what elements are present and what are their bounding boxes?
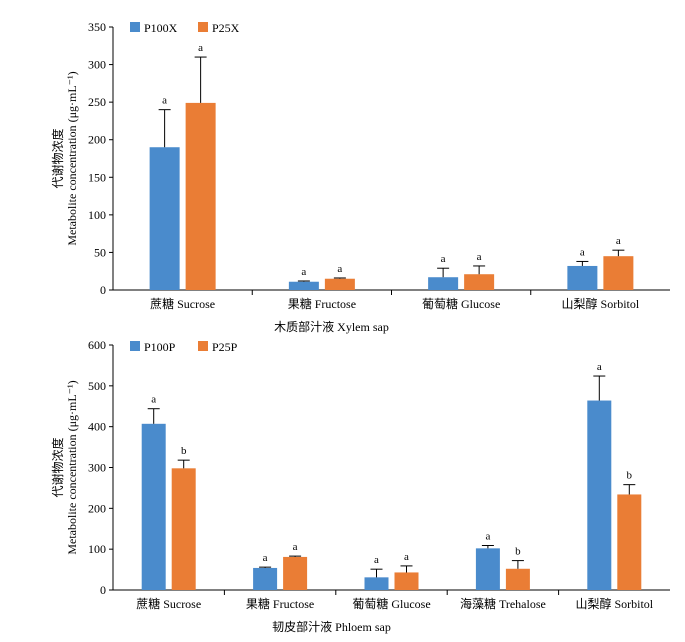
chart1-significance-label: a xyxy=(616,235,621,247)
chart2-significance-label: b xyxy=(627,470,633,482)
chart2-significance-label: a xyxy=(151,394,156,406)
chart1-bar xyxy=(567,265,598,290)
chart2-bar xyxy=(364,577,389,590)
chart2-legend-swatch xyxy=(198,341,208,351)
chart2-significance-label: a xyxy=(404,551,409,563)
chart2-x-tick-label: 海藻糖 Trehalose xyxy=(460,596,546,611)
chart2-bar xyxy=(171,468,196,590)
chart1-x-tick-label: 蔗糖 Sucrose xyxy=(150,296,215,311)
chart1-y-tick-label: 0 xyxy=(100,283,106,297)
chart2-significance-label: a xyxy=(485,530,490,542)
chart2-significance-label: b xyxy=(515,546,521,558)
chart1-legend-swatch xyxy=(198,22,208,32)
chart2-y-tick-label: 200 xyxy=(88,501,106,515)
chart2-bar xyxy=(141,423,166,590)
chart2-y-tick-label: 500 xyxy=(88,379,106,393)
chart2-significance-label: a xyxy=(374,554,379,566)
chart1-y-tick-label: 100 xyxy=(88,208,106,222)
chart2-y-tick-label: 0 xyxy=(100,583,106,597)
chart2-y-tick-label: 400 xyxy=(88,420,106,434)
chart2-significance-label: a xyxy=(597,361,602,373)
chart2-x-tick-label: 蔗糖 Sucrose xyxy=(136,596,201,611)
chart2-x-tick-label: 果糖 Fructose xyxy=(246,596,314,611)
chart1-bar xyxy=(464,274,495,290)
chart1-x-tick-label: 果糖 Fructose xyxy=(288,296,356,311)
chart2-bar xyxy=(253,567,278,590)
chart1-y-tick-label: 150 xyxy=(88,170,106,184)
chart2-bar xyxy=(505,568,530,590)
chart1-y-tick-label: 300 xyxy=(88,58,106,72)
chart2-x-tick-label: 山梨醇 Sorbitol xyxy=(575,596,653,611)
chart1-significance-label: a xyxy=(441,253,446,265)
chart1-y-tick-label: 200 xyxy=(88,133,106,147)
chart1-x-tick-label: 葡萄糖 Glucose xyxy=(422,296,500,311)
chart1-significance-label: a xyxy=(301,266,306,278)
chart2-bar xyxy=(475,548,500,590)
chart2-significance-label: a xyxy=(293,541,298,553)
chart2-legend-swatch xyxy=(130,341,140,351)
chart2-significance-label: b xyxy=(181,445,187,457)
chart2-y-tick-label: 300 xyxy=(88,461,106,475)
chart1-x-tick-label: 山梨醇 Sorbitol xyxy=(562,296,640,311)
chart2-bar xyxy=(617,494,642,590)
chart1-y-tick-label: 250 xyxy=(88,95,106,109)
chart2-significance-label: a xyxy=(263,552,268,564)
chart2-bar xyxy=(394,572,419,590)
chart1-significance-label: a xyxy=(477,251,482,263)
chart1-x-axis-title: 木质部汁液 Xylem sap xyxy=(274,319,389,334)
chart2-y-tick-label: 600 xyxy=(88,338,106,352)
chart2-bar xyxy=(283,556,308,590)
chart2-y-axis-title-en: Metabolite concentration (μg·mL⁻¹) xyxy=(65,380,79,554)
chart2-y-axis-title-cn: 代谢物浓度 xyxy=(50,437,65,497)
chart1-bar xyxy=(288,281,319,290)
chart1-legend-swatch xyxy=(130,22,140,32)
chart2-bar xyxy=(587,400,612,590)
chart1-bar xyxy=(185,102,216,290)
chart1-legend-label: P100X xyxy=(144,21,178,35)
chart1-y-tick-label: 50 xyxy=(94,245,106,259)
chart1-significance-label: a xyxy=(198,42,203,54)
chart1-y-tick-label: 350 xyxy=(88,20,106,34)
chart1-bar xyxy=(428,277,459,290)
chart1-bar xyxy=(603,256,634,290)
chart2-y-tick-label: 100 xyxy=(88,542,106,556)
chart1-significance-label: a xyxy=(580,246,585,258)
chart1-significance-label: a xyxy=(162,95,167,107)
chart1-bar xyxy=(324,278,355,290)
chart1-significance-label: a xyxy=(337,263,342,275)
chart2-legend-label: P25P xyxy=(212,340,238,354)
chart1-legend-label: P25X xyxy=(212,21,240,35)
chart1-y-axis-title-en: Metabolite concentration (μg·mL⁻¹) xyxy=(65,71,79,245)
chart2-legend-label: P100P xyxy=(144,340,176,354)
chart2-x-axis-title: 韧皮部汁液 Phloem sap xyxy=(272,619,391,634)
chart2-x-tick-label: 葡萄糖 Glucose xyxy=(352,596,430,611)
chart1-y-axis-title-cn: 代谢物浓度 xyxy=(50,128,65,188)
chart1-bar xyxy=(149,147,180,290)
